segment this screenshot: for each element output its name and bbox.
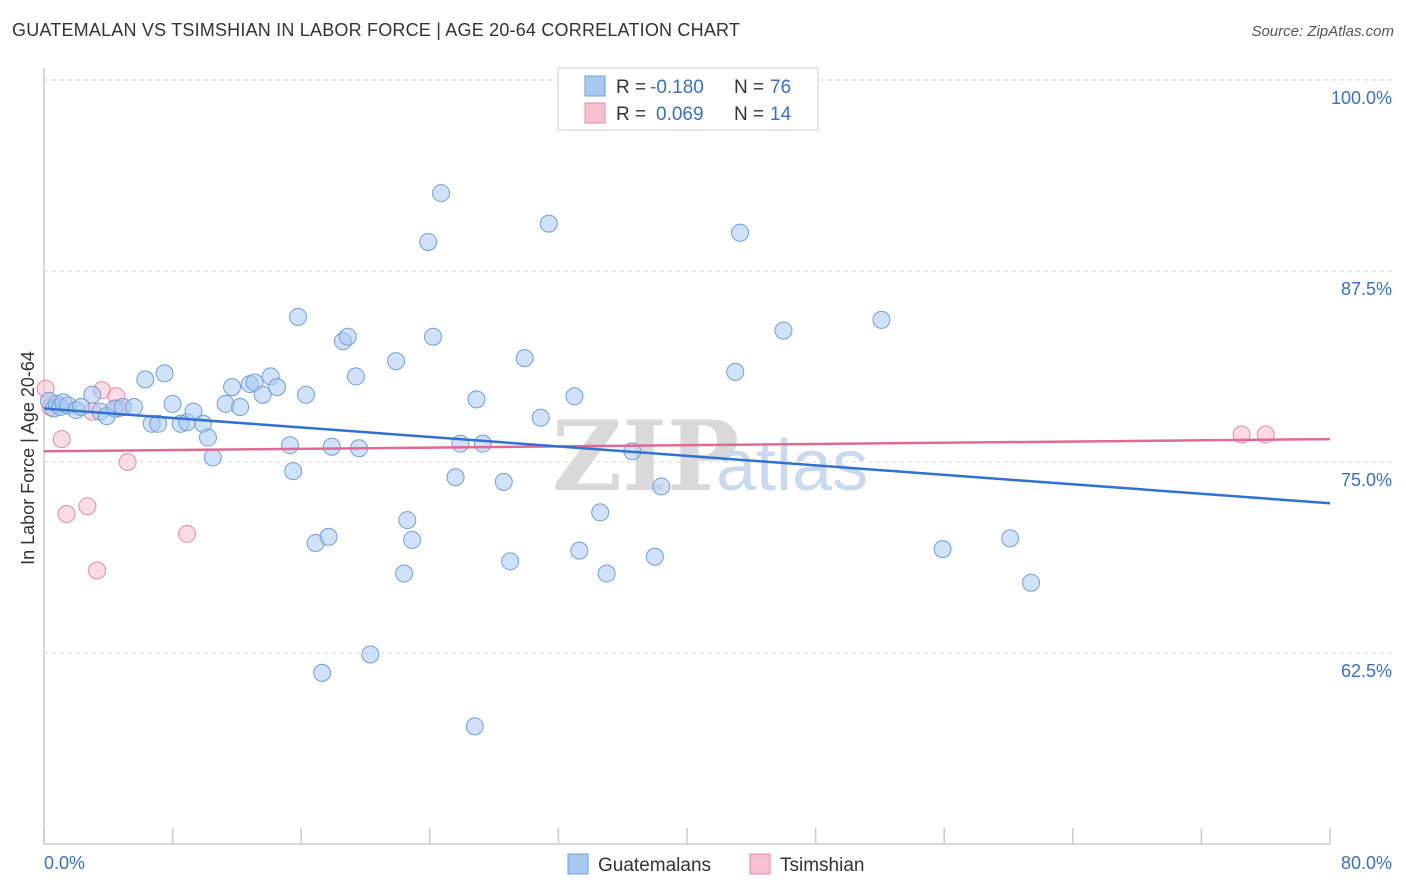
guatemalan-point [387, 352, 406, 371]
guatemalan-point [726, 362, 745, 381]
guatemalan-point [398, 511, 417, 530]
y-axis-label: In Labor Force | Age 20-64 [18, 351, 38, 565]
bottom-legend: Guatemalans Tsimshian [567, 853, 864, 876]
y-axis-tick-labels: 62.5% 75.0% 87.5% 100.0% [1331, 88, 1392, 681]
legend-n-label-2: N = [734, 104, 764, 125]
legend-n-label-1: N = [734, 77, 764, 98]
tsimshian-point [78, 497, 97, 516]
guatemalan-point [395, 564, 414, 583]
guatemalan-point [515, 349, 534, 368]
guatemalan-point [731, 223, 750, 242]
guatemalan-point [361, 645, 380, 664]
tsimshian-swatch [584, 102, 606, 124]
guatemalan-point [268, 378, 287, 397]
guatemalan-point [531, 408, 550, 427]
y-tick-label: 75.0% [1341, 470, 1392, 490]
guatemalan-point [570, 541, 589, 560]
guatemalan-point [652, 477, 671, 496]
guatemalan-point [403, 530, 422, 549]
legend-r-label-2: R = [616, 104, 646, 125]
y-tick-label: 62.5% [1341, 661, 1392, 681]
guatemalan-trend-line [43, 407, 1331, 505]
bottom-legend-tsimshian-label: Tsimshian [780, 855, 864, 876]
tsimshian-point [88, 561, 107, 580]
guatemalan-point [872, 310, 891, 329]
guatemalan-point [501, 552, 520, 571]
tsimshian-trend-line [43, 437, 1331, 453]
x-tick-label-min: 0.0% [44, 853, 85, 873]
guatemalan-point [163, 394, 182, 413]
bottom-legend-guatemalan-swatch [567, 853, 589, 875]
guatemalan-point [346, 367, 365, 386]
guatemalan-swatch [584, 75, 606, 97]
guatemalan-point [313, 663, 332, 682]
guatemalan-point [494, 472, 513, 491]
guatemalan-point [223, 378, 242, 397]
guatemalan-point [280, 436, 299, 455]
guatemalan-points [39, 184, 1041, 736]
guatemalan-point [539, 214, 558, 233]
trend-lines [43, 407, 1331, 505]
tsimshian-point [52, 430, 71, 449]
tsimshian-point [178, 524, 197, 543]
guatemalan-point [419, 232, 438, 251]
guatemalan-point [1022, 573, 1041, 592]
guatemalan-point [253, 385, 272, 404]
guatemalan-point [322, 437, 341, 456]
guatemalan-point [467, 390, 486, 409]
guatemalan-point [774, 321, 793, 340]
guatemalan-point [1001, 529, 1020, 548]
guatemalan-point [465, 717, 484, 736]
bottom-legend-tsimshian-swatch [749, 853, 771, 875]
guatemalan-point [424, 327, 443, 346]
x-axis-ticks [43, 828, 1331, 844]
tsimshian-point [118, 453, 137, 471]
guatemalan-point [83, 385, 102, 404]
guatemalan-point [203, 448, 222, 467]
guatemalan-point [284, 462, 303, 481]
y-tick-label: 100.0% [1331, 88, 1392, 108]
legend-r-label-1: R = [616, 77, 646, 98]
guatemalan-point [231, 397, 250, 416]
legend-n-value-1: 76 [770, 77, 791, 98]
guatemalan-point [565, 387, 584, 406]
y-tick-label: 87.5% [1341, 279, 1392, 299]
grid-lines [44, 79, 1392, 654]
guatemalan-point [125, 397, 144, 416]
guatemalan-point [933, 540, 952, 559]
top-legend: R = -0.180 N = 76 R = 0.069 N = 14 [557, 67, 819, 131]
legend-r-value-1: -0.180 [650, 77, 704, 98]
tsimshian-point [57, 504, 76, 523]
watermark-atlas: atlas [716, 426, 868, 506]
guatemalan-point [591, 503, 610, 522]
guatemalan-point [136, 370, 155, 389]
bottom-legend-guatemalan-label: Guatemalans [598, 855, 711, 876]
guatemalan-point [149, 414, 168, 433]
guatemalan-point [645, 547, 664, 566]
guatemalan-point [297, 385, 316, 404]
guatemalan-point [446, 468, 465, 487]
guatemalan-point [319, 527, 338, 546]
legend-r-value-2: 0.069 [656, 104, 704, 125]
guatemalan-point [432, 184, 451, 203]
x-tick-label-max: 80.0% [1341, 853, 1392, 873]
source-label: Source: ZipAtlas.com [1251, 23, 1394, 40]
chart-title: GUATEMALAN VS TSIMSHIAN IN LABOR FORCE |… [12, 20, 741, 40]
guatemalan-point [338, 327, 357, 346]
guatemalan-point [288, 307, 307, 326]
guatemalan-point [597, 564, 616, 583]
legend-n-value-2: 14 [770, 104, 792, 125]
guatemalan-point [155, 364, 174, 383]
guatemalan-point [473, 434, 492, 453]
guatemalan-point [198, 428, 217, 447]
